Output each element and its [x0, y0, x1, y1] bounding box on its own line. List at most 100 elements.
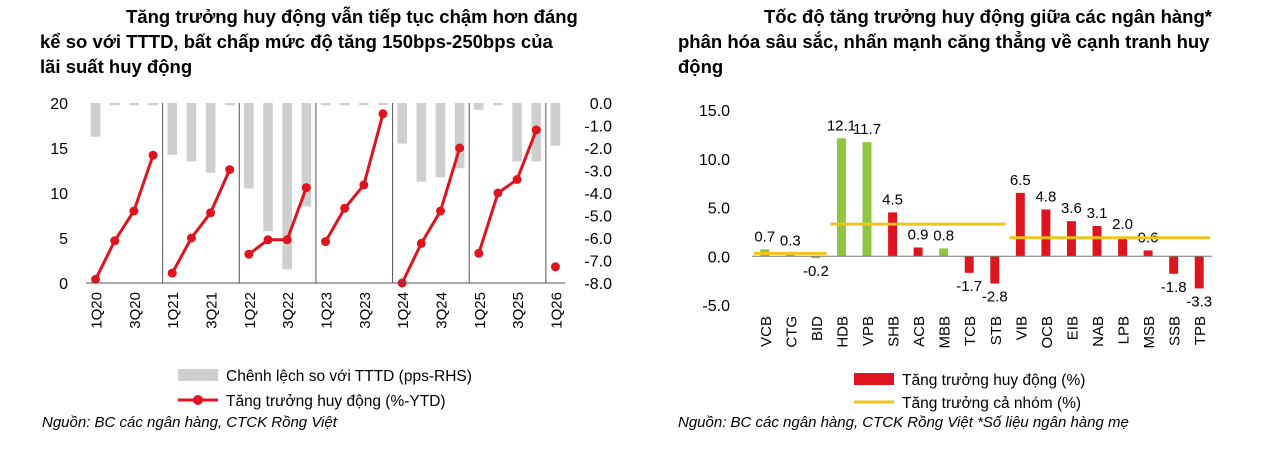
left-y-tick-label: 5: [59, 231, 68, 248]
deposit-growth-line: [170, 168, 232, 274]
left-y-tick-label: 15: [50, 141, 68, 158]
x-tick-label: 3Q20: [127, 292, 144, 329]
bar-value-label: 3.1: [1087, 205, 1108, 222]
bar-value-label: 6.5: [1010, 172, 1031, 189]
x-tick-label: 1Q24: [395, 292, 412, 329]
bar-value-label: 0.8: [933, 227, 954, 244]
x-tick-label: 3Q25: [510, 292, 527, 329]
gap-bar: [129, 103, 139, 106]
bank-label: HDB: [834, 316, 851, 348]
bar-value-label: 12.1: [827, 117, 856, 134]
bank-label: VPB: [860, 316, 877, 346]
bank-label: OCB: [1039, 316, 1056, 349]
deposit-growth-point: [148, 150, 158, 160]
legend-line-label: Tăng trưởng huy động (%-YTD): [226, 393, 446, 410]
bar-value-label: -3.3: [1186, 293, 1212, 310]
left-chart-panel: Tăng trưởng huy động vẫn tiếp tục chậm h…: [40, 6, 612, 431]
legend-bar-label: Tăng trưởng huy động (%): [902, 372, 1085, 389]
right-y-tick-label: -8.0: [584, 276, 612, 293]
bar-value-label: 4.5: [882, 191, 903, 208]
gap-bar: [148, 103, 158, 106]
bank-bar: [964, 256, 974, 273]
deposit-growth-point: [321, 237, 330, 247]
bank-label: SHB: [886, 316, 903, 347]
bar-value-label: -1.7: [956, 278, 982, 295]
right-chart-panel: Tốc độ tăng trưởng huy động giữa các ngâ…: [640, 0, 1280, 456]
deposit-growth-point: [531, 125, 541, 135]
bank-bar: [811, 256, 821, 259]
gap-bar: [493, 103, 503, 106]
legend-line-marker: [193, 395, 203, 405]
bank-bar: [1169, 256, 1179, 274]
legend-bar-swatch: [178, 369, 218, 381]
bank-bar: [939, 248, 949, 257]
bank-bar: [760, 249, 770, 257]
x-tick-label: 1Q26: [548, 292, 565, 329]
right-y-tick-label: -2.0: [584, 141, 612, 158]
gap-bar: [512, 103, 522, 162]
deposit-growth-point: [474, 248, 484, 258]
bank-bar: [990, 256, 1000, 284]
deposit-growth-point: [167, 268, 177, 278]
deposit-growth-line: [400, 147, 462, 284]
gap-bar: [473, 103, 484, 110]
bank-label: ACB: [911, 316, 928, 347]
bank-label: BID: [809, 316, 826, 341]
x-tick-label: 1Q21: [165, 292, 182, 329]
x-tick-label: 3Q21: [204, 292, 221, 329]
bank-bar: [1066, 221, 1076, 257]
right-y-tick-label: -3.0: [584, 164, 612, 181]
gap-bar: [109, 103, 120, 106]
gap-bar: [90, 103, 101, 137]
bank-bar: [1015, 192, 1025, 257]
deposit-growth-point: [359, 180, 369, 190]
bar-value-label: 0.3: [780, 232, 801, 249]
bar-value-label: -0.2: [803, 263, 829, 280]
gap-bar: [454, 103, 465, 169]
bank-label: NAB: [1090, 316, 1107, 347]
bank-bar: [1041, 209, 1051, 257]
gap-bar: [205, 103, 216, 173]
x-tick-label: 3Q22: [280, 292, 297, 329]
left-y-tick-label: 10: [50, 186, 68, 203]
left-y-tick-label: 0: [59, 276, 68, 293]
left-source-note: Nguồn: BC các ngân hàng, CTCK Rồng Việt: [42, 414, 337, 431]
bar-value-label: 3.6: [1061, 200, 1082, 217]
deposit-growth-point: [186, 233, 196, 243]
deposit-growth-point: [91, 274, 101, 284]
deposit-growth-line: [324, 113, 385, 243]
deposit-growth-point: [340, 203, 350, 213]
left-title-line: Tăng trưởng huy động vẫn tiếp tục chậm h…: [126, 6, 578, 27]
x-tick-label: 3Q24: [433, 292, 450, 329]
deposit-growth-point: [225, 165, 235, 175]
right-title-line: động: [678, 56, 724, 77]
right-y-tick-label: -4.0: [584, 186, 612, 203]
deposit-growth-point: [378, 109, 388, 119]
deposit-growth-line: [94, 154, 155, 281]
gap-bar: [244, 103, 254, 189]
left-title-line: kể so với TTTD, bất chấp mức độ tăng 150…: [40, 31, 553, 52]
bar-value-label: 0.9: [908, 226, 929, 243]
deposit-growth-point: [206, 208, 216, 218]
deposit-growth-point: [282, 235, 292, 245]
left-y-tick-label: 20: [50, 96, 68, 113]
deposit-growth-point: [455, 143, 465, 153]
x-tick-label: 1Q25: [472, 292, 489, 329]
legend-line-label: Tăng trưởng cả nhóm (%): [902, 395, 1081, 412]
bank-label: SSB: [1167, 316, 1184, 346]
bar-value-label: -1.8: [1161, 279, 1187, 296]
deposit-growth-point: [263, 235, 273, 245]
gap-bar: [397, 103, 407, 144]
gap-bar: [416, 103, 427, 182]
left-title-line: lãi suất huy động: [40, 56, 193, 77]
bank-label: CTG: [783, 316, 800, 348]
gap-bar: [301, 103, 312, 207]
gap-bar: [531, 103, 542, 162]
right-y-tick-label: -7.0: [584, 254, 612, 271]
bank-label: TPB: [1192, 316, 1209, 345]
bank-label: VCB: [758, 316, 775, 347]
bank-bar: [1118, 236, 1128, 257]
bank-bar: [1194, 256, 1204, 289]
deposit-growth-point: [416, 238, 426, 248]
bar-value-label: 2.0: [1112, 216, 1133, 233]
